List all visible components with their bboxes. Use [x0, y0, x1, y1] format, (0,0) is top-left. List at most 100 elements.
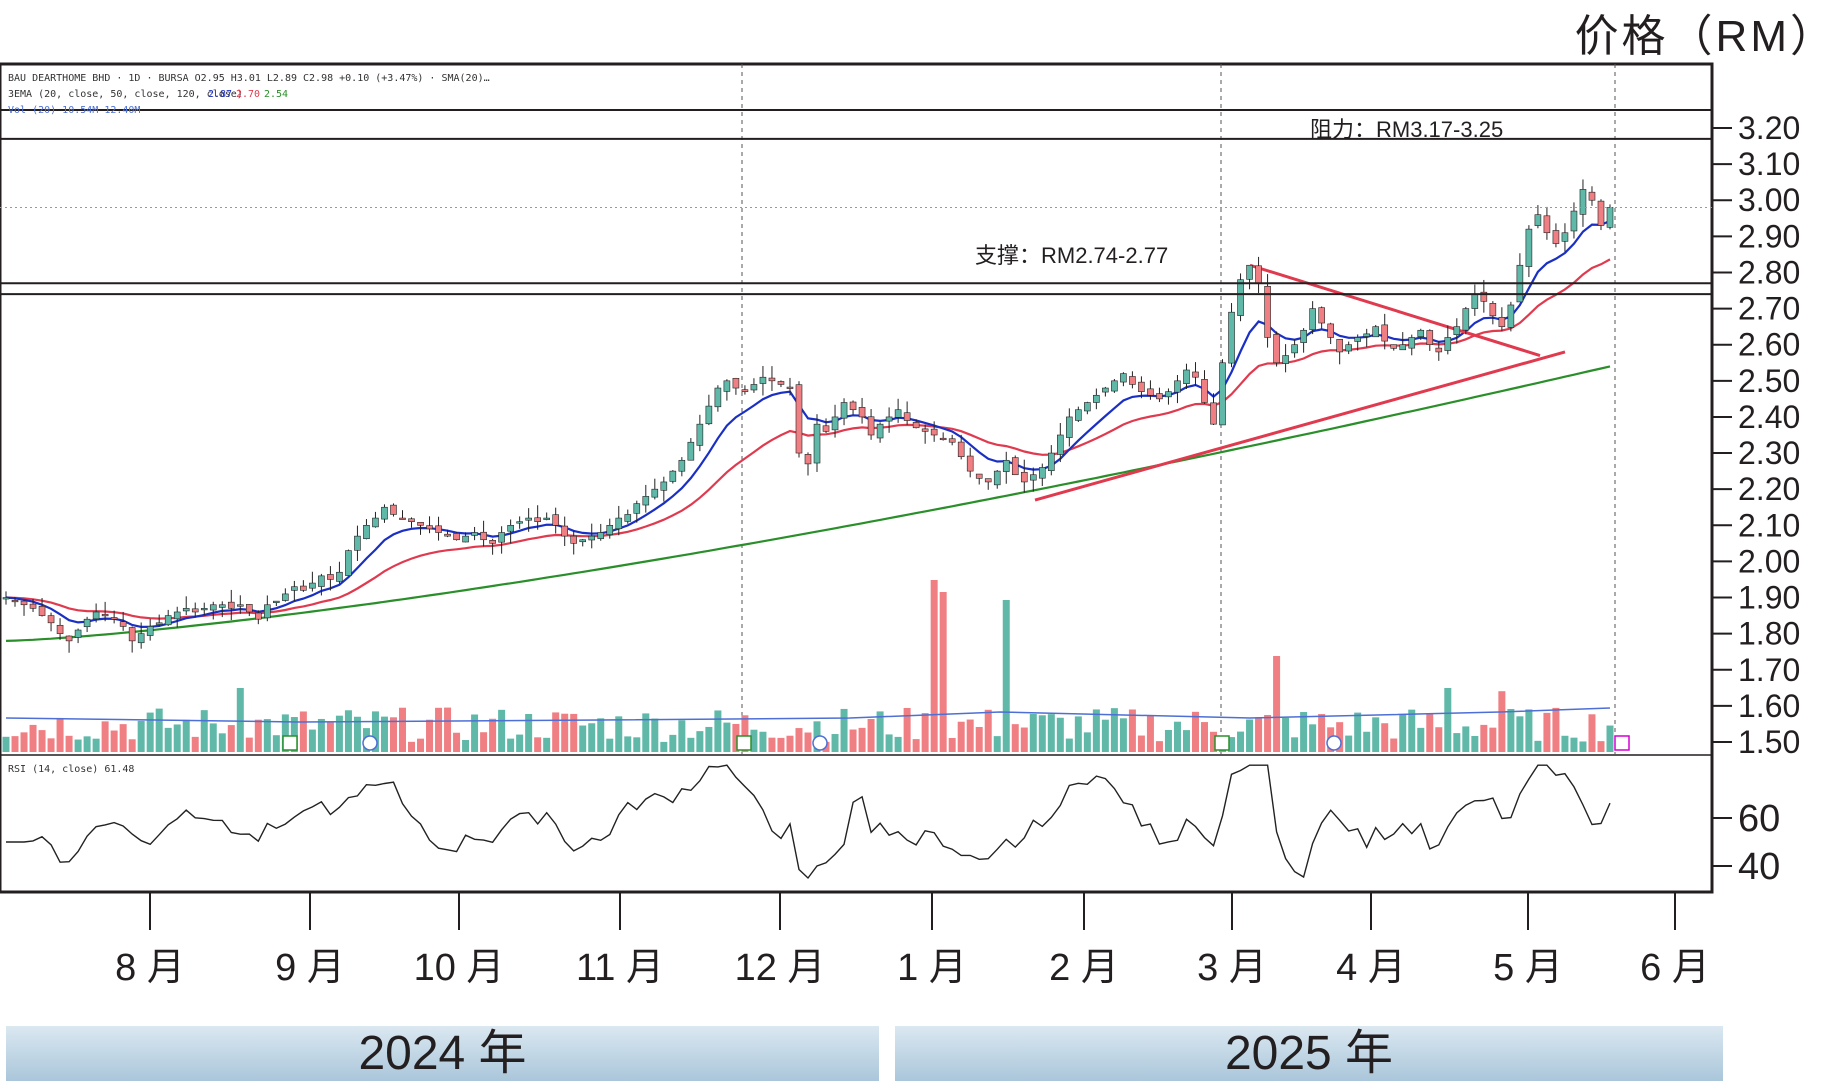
volume-bar: [705, 726, 713, 752]
event-marker-e[interactable]: [1214, 735, 1230, 751]
candle-body: [651, 488, 659, 498]
volume-bar: [263, 719, 271, 752]
candle-body: [246, 604, 253, 613]
volume-bar: [317, 718, 325, 752]
volume-bar: [633, 737, 641, 752]
event-marker-e[interactable]: [736, 735, 752, 751]
candle-body: [858, 407, 866, 418]
candle-body: [552, 514, 559, 526]
volume-bar: [182, 719, 190, 752]
volume-bar: [948, 737, 956, 752]
price-tick-label: 3.20: [1738, 110, 1800, 146]
event-marker-d[interactable]: [362, 735, 378, 751]
volume-bar: [110, 730, 118, 752]
volume-bar: [1480, 724, 1488, 752]
event-marker-d[interactable]: [812, 735, 828, 751]
candle-body: [1489, 303, 1497, 317]
candle-body: [1552, 230, 1560, 244]
event-marker-e[interactable]: [282, 735, 298, 751]
volume-bar: [1228, 737, 1236, 752]
candle-body: [101, 614, 109, 617]
volume-bar: [525, 714, 533, 752]
volume-bar: [1146, 715, 1154, 752]
candle-body: [1219, 362, 1226, 426]
support-label: 支撑：RM2.74-2.77: [975, 243, 1168, 268]
candle-body: [408, 518, 415, 522]
candle-body: [291, 586, 298, 591]
volume-bar: [876, 711, 884, 752]
volume-bar: [831, 734, 839, 752]
volume-bar: [335, 715, 343, 752]
volume-bar: [588, 723, 596, 752]
candle-body: [588, 535, 596, 541]
volume-bar: [1516, 716, 1524, 752]
candle-body: [1057, 434, 1064, 455]
volume-bar: [1246, 719, 1254, 752]
candle-body: [930, 428, 938, 436]
month-label: 8 月: [115, 947, 185, 989]
volume-bar: [38, 730, 46, 752]
candle-body: [128, 627, 136, 642]
candle-body: [11, 600, 19, 603]
volume-bar: [534, 737, 542, 752]
month-label: 2 月: [1049, 947, 1119, 989]
candle-body: [1543, 215, 1551, 234]
chart-frame: [0, 62, 1714, 894]
price-tick-label: 1.60: [1738, 688, 1800, 724]
volume-bar: [1210, 731, 1218, 752]
volume-bar: [1255, 717, 1263, 752]
candle-body: [660, 481, 668, 491]
candle-body: [849, 401, 857, 411]
candle-body: [453, 533, 460, 541]
volume-bar: [83, 736, 91, 752]
candle-body: [345, 550, 352, 576]
candle-body: [1525, 228, 1533, 267]
candle-body: [831, 416, 839, 431]
candle-body: [1192, 371, 1199, 378]
candle-body: [750, 384, 758, 391]
volume-bar: [516, 734, 524, 752]
event-marker-e[interactable]: [1614, 735, 1630, 751]
candle-body: [822, 425, 830, 432]
candle-body: [336, 571, 343, 582]
volume-bar: [759, 731, 767, 752]
month-label: 9 月: [275, 947, 345, 989]
event-marker-d[interactable]: [1326, 735, 1342, 751]
volume-bar: [2, 736, 10, 752]
volume-bar: [1029, 713, 1037, 752]
header-line-1: BAU DEARTHOME BHD · 1D · BURSA O2.95 H3.…: [8, 73, 490, 84]
volume-bar: [993, 736, 1001, 752]
volume-bar: [543, 737, 551, 752]
volume-bar: [47, 738, 55, 752]
candle-body: [155, 622, 163, 625]
candle-body: [714, 387, 722, 408]
price-tick-label: 2.50: [1738, 363, 1800, 399]
candle-body: [732, 377, 740, 389]
volume-bar: [74, 739, 82, 752]
volume-bar: [1056, 717, 1064, 752]
candle-body: [615, 517, 623, 530]
volume-bar: [417, 738, 425, 752]
candle-body: [768, 377, 776, 382]
candle-body: [1102, 387, 1109, 393]
candle-body: [516, 521, 523, 524]
candle-body: [507, 524, 514, 532]
volume-bar: [11, 736, 19, 752]
candle-body: [1327, 323, 1334, 338]
candle-body: [624, 514, 632, 522]
candle-body: [1020, 471, 1028, 483]
candle-body: [993, 470, 1001, 486]
candle-body: [318, 575, 325, 587]
candle-body: [1507, 304, 1515, 328]
volume-bar: [128, 739, 136, 752]
volume-bar: [1390, 738, 1398, 752]
volume-bar: [1110, 708, 1118, 752]
candle-body: [642, 496, 650, 506]
volume-bar: [651, 718, 659, 752]
candle-body: [606, 524, 614, 535]
volume-bar: [1137, 735, 1145, 752]
volume-bar: [1408, 709, 1416, 752]
candle-body: [1129, 376, 1136, 385]
volume-bar: [975, 726, 983, 752]
volume-bar: [750, 729, 758, 752]
